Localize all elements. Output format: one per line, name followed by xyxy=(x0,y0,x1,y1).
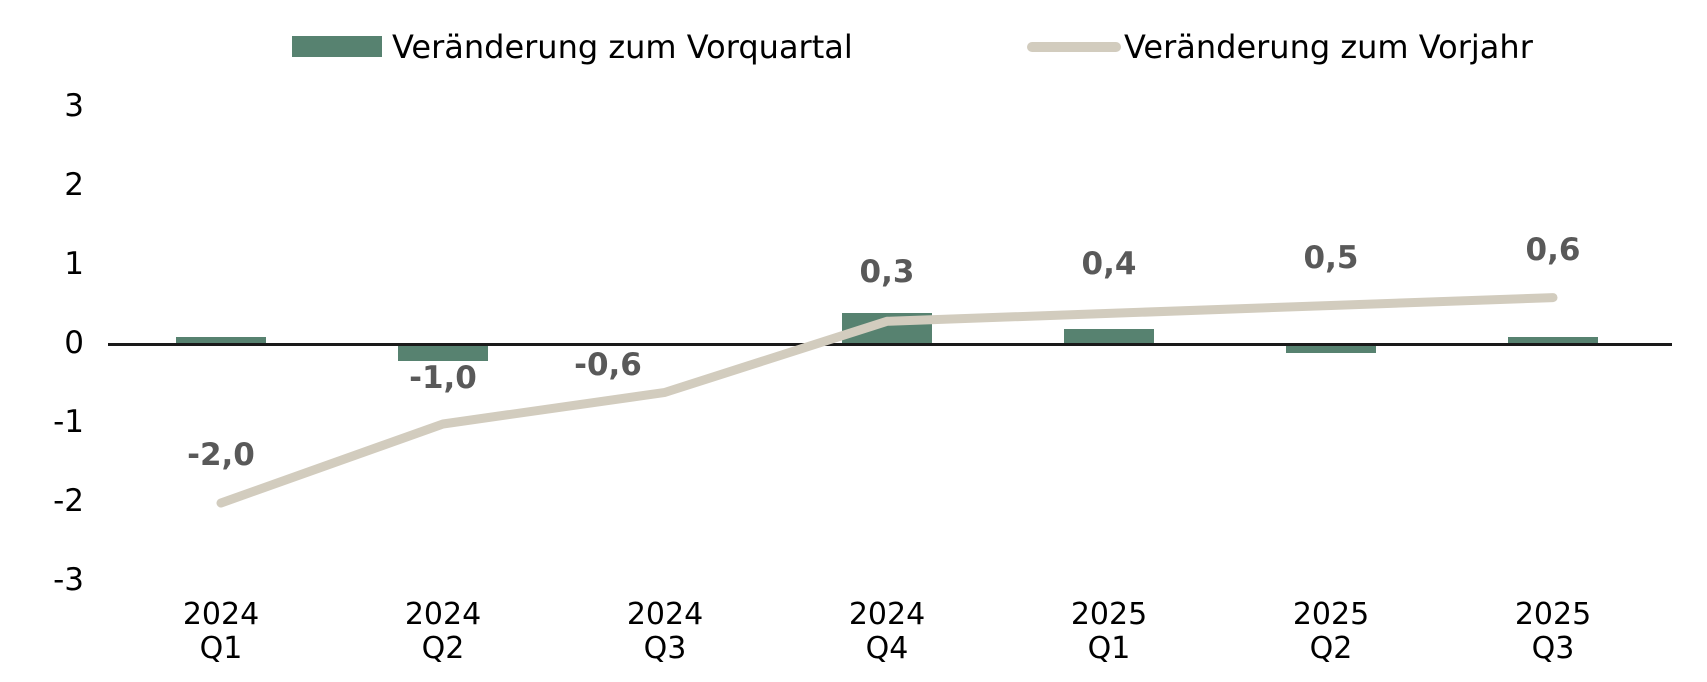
y-tick-label: 3 xyxy=(64,88,84,124)
x-tick-label: 2025 Q1 xyxy=(1039,598,1179,666)
y-tick-label: 0 xyxy=(64,325,84,361)
y-tick-label: 1 xyxy=(64,246,84,282)
x-tick-year: 2024 xyxy=(182,597,260,632)
x-tick-label: 2025 Q2 xyxy=(1261,598,1401,666)
y-tick-label: -1 xyxy=(53,404,84,440)
bar xyxy=(176,337,266,345)
x-tick-label: 2024 Q3 xyxy=(595,598,735,666)
y-tick-label: 2 xyxy=(64,167,84,203)
x-tick-label: 2024 Q1 xyxy=(151,598,291,666)
x-tick-year: 2024 xyxy=(848,597,926,632)
data-label: 0,4 xyxy=(1081,246,1137,283)
legend-line-swatch-icon xyxy=(1027,42,1121,52)
data-label: 0,3 xyxy=(859,254,915,291)
x-tick-year: 2024 xyxy=(626,597,704,632)
data-label: -1,0 xyxy=(409,360,477,396)
x-tick-quarter: Q3 xyxy=(1531,631,1575,666)
x-tick-quarter: Q2 xyxy=(421,631,465,666)
y-tick-label: -3 xyxy=(53,562,84,598)
x-tick-label: 2024 Q2 xyxy=(373,598,513,666)
y-tick-label: -2 xyxy=(53,483,84,519)
x-tick-quarter: Q4 xyxy=(865,631,909,666)
legend-label-vorjahr: Veränderung zum Vorjahr xyxy=(1124,28,1533,66)
bar xyxy=(1508,337,1598,345)
x-tick-year: 2025 xyxy=(1292,597,1370,632)
data-label: -0,6 xyxy=(574,347,642,384)
bar xyxy=(1064,329,1154,345)
data-label: 0,6 xyxy=(1525,231,1581,268)
data-label: 0,5 xyxy=(1303,239,1359,276)
x-tick-quarter: Q1 xyxy=(1087,631,1131,666)
x-tick-label: 2025 Q3 xyxy=(1483,598,1623,666)
x-tick-year: 2025 xyxy=(1070,597,1148,632)
data-label: -2,0 xyxy=(187,437,255,473)
x-tick-year: 2024 xyxy=(404,597,482,632)
x-tick-quarter: Q2 xyxy=(1309,631,1353,666)
x-tick-year: 2025 xyxy=(1514,597,1592,632)
bar xyxy=(1286,345,1376,353)
line-path xyxy=(216,293,1558,508)
x-tick-quarter: Q3 xyxy=(643,631,687,666)
legend-label-vorquartal: Veränderung zum Vorquartal xyxy=(392,28,853,66)
zero-axis-line xyxy=(108,343,1672,346)
x-tick-quarter: Q1 xyxy=(199,631,243,666)
bar xyxy=(398,345,488,361)
x-tick-label: 2024 Q4 xyxy=(817,598,957,666)
legend-bar-swatch-icon xyxy=(292,36,382,57)
